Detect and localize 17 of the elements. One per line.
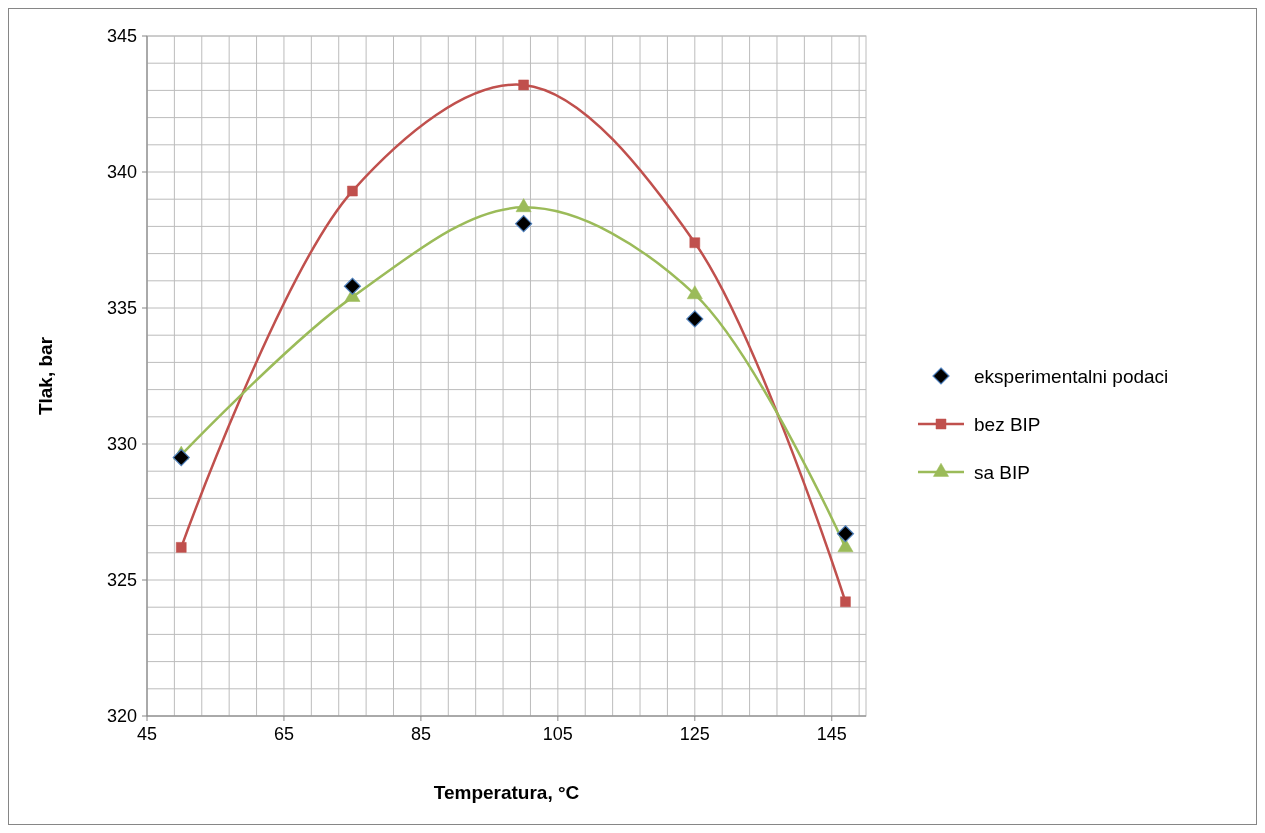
x-tick-label: 65 (273, 724, 294, 744)
legend-label: eksperimentalni podaci (974, 366, 1169, 387)
x-tick-label: 145 (816, 724, 847, 744)
x-tick-label: 125 (679, 724, 710, 744)
y-tick-label: 340 (106, 162, 137, 182)
legend-label: sa BIP (974, 462, 1030, 483)
legend-label: bez BIP (974, 414, 1041, 435)
y-tick-label: 325 (106, 570, 137, 590)
y-tick-label: 335 (106, 298, 137, 318)
x-tick-label: 85 (410, 724, 431, 744)
x-tick-label: 105 (542, 724, 573, 744)
x-axis-title: Temperatura, °C (433, 782, 580, 803)
y-tick-label: 345 (106, 26, 137, 46)
y-tick-label: 320 (106, 706, 137, 726)
y-axis-title: Tlak, bar (35, 336, 56, 416)
x-tick-label: 45 (136, 724, 158, 744)
y-tick-label: 330 (106, 434, 137, 454)
